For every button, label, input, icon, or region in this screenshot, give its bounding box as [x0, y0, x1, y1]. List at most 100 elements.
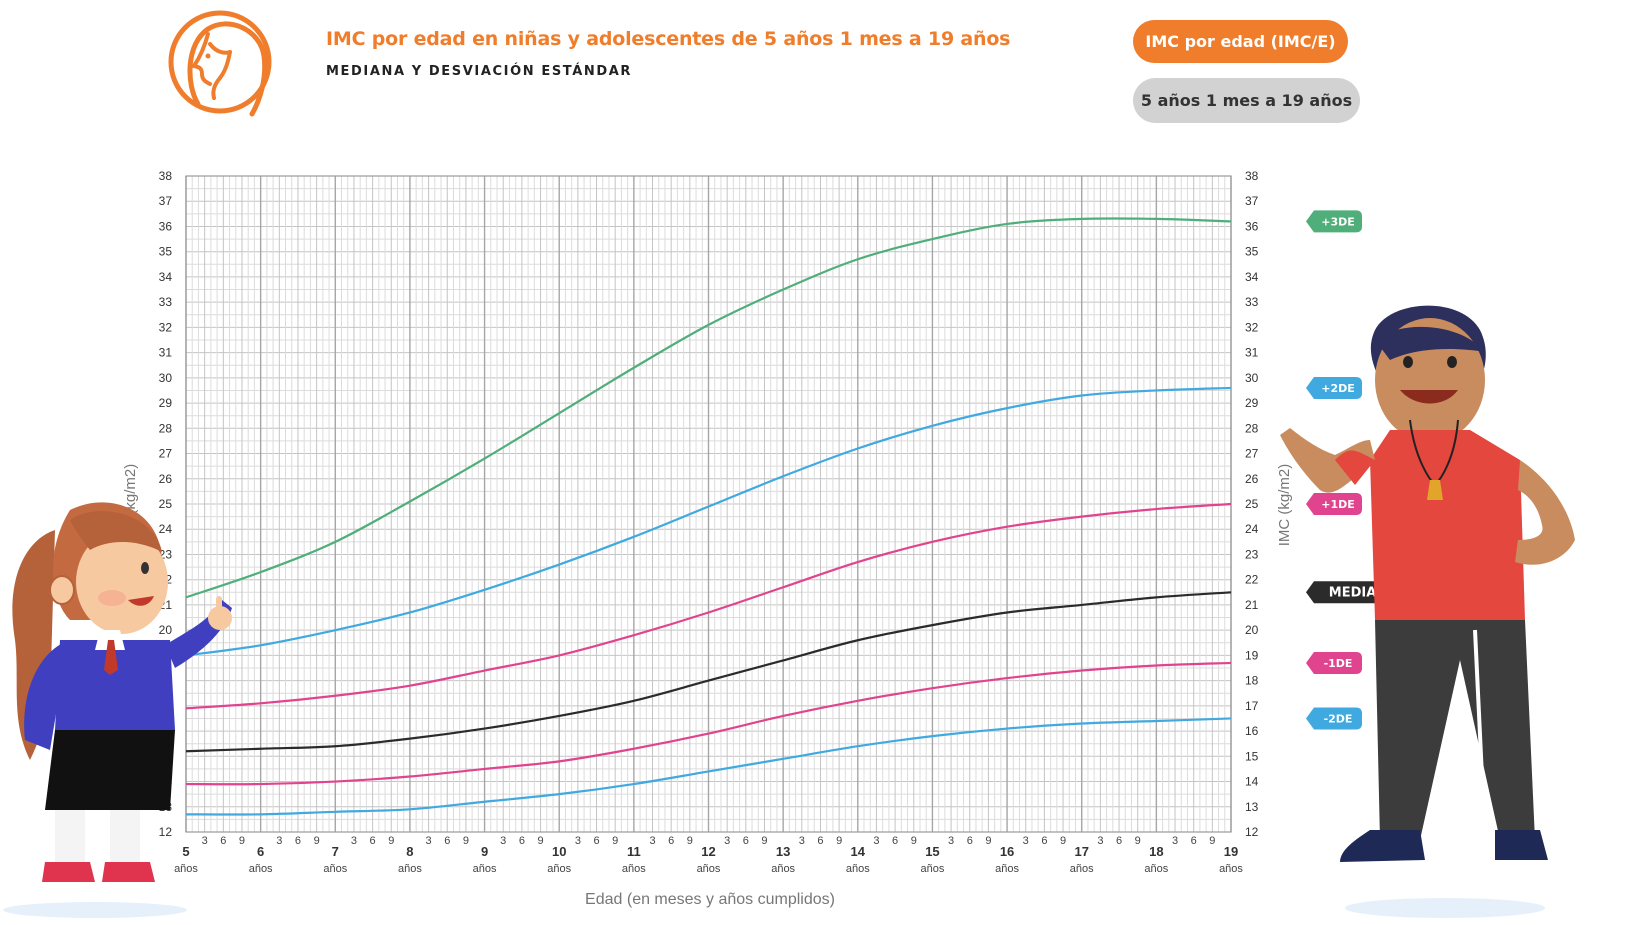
x-tick-year-unit: años	[697, 863, 721, 875]
x-tick-month: 9	[388, 835, 394, 847]
y-tick-label-right: 16	[1245, 724, 1259, 738]
series-tag	[1306, 210, 1362, 233]
y-tick-label-right: 28	[1245, 421, 1259, 435]
y-tick-label-left: 31	[159, 346, 173, 360]
y-tick-label-left: 36	[159, 219, 173, 233]
x-tick-year-unit: años	[323, 863, 347, 875]
x-tick-month: 9	[687, 835, 693, 847]
x-tick-year-unit: años	[249, 863, 273, 875]
x-tick-month: 3	[873, 835, 879, 847]
x-tick-month: 6	[892, 835, 898, 847]
x-tick-year: 19	[1224, 844, 1238, 859]
y-tick-label-right: 21	[1245, 598, 1259, 612]
x-tick-month: 6	[1191, 835, 1197, 847]
x-tick-year-unit: años	[771, 863, 795, 875]
x-tick-year-unit: años	[473, 863, 497, 875]
series-label: +1DE	[1321, 498, 1355, 511]
y-tick-label-right: 37	[1245, 194, 1259, 208]
y-tick-label-left: 20	[159, 623, 173, 637]
x-tick-year: 18	[1149, 844, 1163, 859]
series-label: -2DE	[1324, 712, 1353, 725]
indicator-pill: IMC por edad (IMC/E)	[1133, 20, 1348, 63]
y-tick-label-left: 25	[159, 497, 173, 511]
x-tick-year-unit: años	[547, 863, 571, 875]
x-tick-month: 6	[220, 835, 226, 847]
y-tick-label-right: 31	[1245, 346, 1259, 360]
x-tick-month: 6	[593, 835, 599, 847]
y-tick-label-right: 26	[1245, 472, 1259, 486]
teacher-with-whistle-icon	[1280, 300, 1630, 920]
y-tick-label-left: 12	[159, 825, 173, 839]
chart-title: IMC por edad en niñas y adolescentes de …	[326, 28, 1011, 50]
y-tick-label-right: 20	[1245, 623, 1259, 637]
x-tick-month: 9	[612, 835, 618, 847]
y-tick-label-left: 30	[159, 371, 173, 385]
x-tick-month: 9	[911, 835, 917, 847]
x-tick-month: 3	[426, 835, 432, 847]
y-tick-label-left: 38	[159, 169, 173, 183]
x-tick-month: 9	[1060, 835, 1066, 847]
x-tick-year: 15	[925, 844, 939, 859]
x-tick-month: 6	[519, 835, 525, 847]
x-tick-year: 11	[627, 844, 641, 859]
series-line-mediana	[185, 591, 1232, 753]
x-tick-month: 3	[948, 835, 954, 847]
x-tick-year: 17	[1074, 844, 1088, 859]
chart-subtitle: MEDIANA Y DESVIACIÓN ESTÁNDAR	[326, 64, 633, 79]
x-tick-month: 6	[743, 835, 749, 847]
x-tick-month: 9	[761, 835, 767, 847]
age-range-pill: 5 años 1 mes a 19 años	[1133, 78, 1360, 123]
x-tick-year-unit: años	[622, 863, 646, 875]
x-tick-month: 6	[1041, 835, 1047, 847]
x-tick-month: 9	[239, 835, 245, 847]
y-tick-label-right: 34	[1245, 270, 1259, 284]
y-tick-label-right: 17	[1245, 699, 1259, 713]
y-tick-label-right: 19	[1245, 648, 1259, 662]
y-tick-label-left: 35	[159, 245, 173, 259]
x-tick-year-unit: años	[920, 863, 944, 875]
y-tick-label-left: 24	[159, 522, 173, 536]
series-tag	[1306, 376, 1362, 399]
x-tick-month: 6	[295, 835, 301, 847]
x-tick-month: 3	[1172, 835, 1178, 847]
x-tick-month: 6	[967, 835, 973, 847]
y-tick-label-right: 33	[1245, 295, 1259, 309]
x-tick-year-unit: años	[1070, 863, 1094, 875]
x-tick-month: 3	[799, 835, 805, 847]
x-tick-month: 9	[314, 835, 320, 847]
y-tick-label-left: 27	[159, 447, 173, 461]
y-tick-label-left: 33	[159, 295, 173, 309]
y-tick-label-right: 27	[1245, 447, 1259, 461]
y-tick-label-right: 12	[1245, 825, 1259, 839]
x-tick-year: 12	[701, 844, 715, 859]
x-tick-month: 9	[985, 835, 991, 847]
x-tick-year-unit: años	[995, 863, 1019, 875]
chart-series	[185, 217, 1232, 816]
x-tick-year: 7	[332, 844, 339, 859]
y-tick-label-right: 25	[1245, 497, 1259, 511]
series-tag	[1306, 707, 1362, 730]
y-tick-label-right: 29	[1245, 396, 1259, 410]
x-tick-month: 6	[817, 835, 823, 847]
series-line-minus1de	[185, 661, 1232, 786]
y-tick-label-right: 13	[1245, 800, 1259, 814]
y-tick-label-right: 14	[1245, 775, 1259, 789]
y-tick-label-right: 24	[1245, 522, 1259, 536]
x-tick-month: 3	[276, 835, 282, 847]
y-tick-label-left: 32	[159, 320, 173, 334]
x-tick-month: 9	[1209, 835, 1215, 847]
x-tick-month: 9	[537, 835, 543, 847]
x-tick-month: 3	[202, 835, 208, 847]
x-tick-month: 6	[444, 835, 450, 847]
y-tick-label-left: 26	[159, 472, 173, 486]
x-tick-year: 6	[257, 844, 264, 859]
y-tick-label-right: 32	[1245, 320, 1259, 334]
x-tick-month: 6	[1116, 835, 1122, 847]
y-tick-label-right: 23	[1245, 547, 1259, 561]
x-axis-label: Edad (en meses y años cumplidos)	[585, 891, 835, 908]
girl-profile-icon	[168, 4, 278, 126]
x-tick-year-unit: años	[1144, 863, 1168, 875]
y-tick-label-right: 22	[1245, 573, 1259, 587]
x-tick-month: 3	[575, 835, 581, 847]
